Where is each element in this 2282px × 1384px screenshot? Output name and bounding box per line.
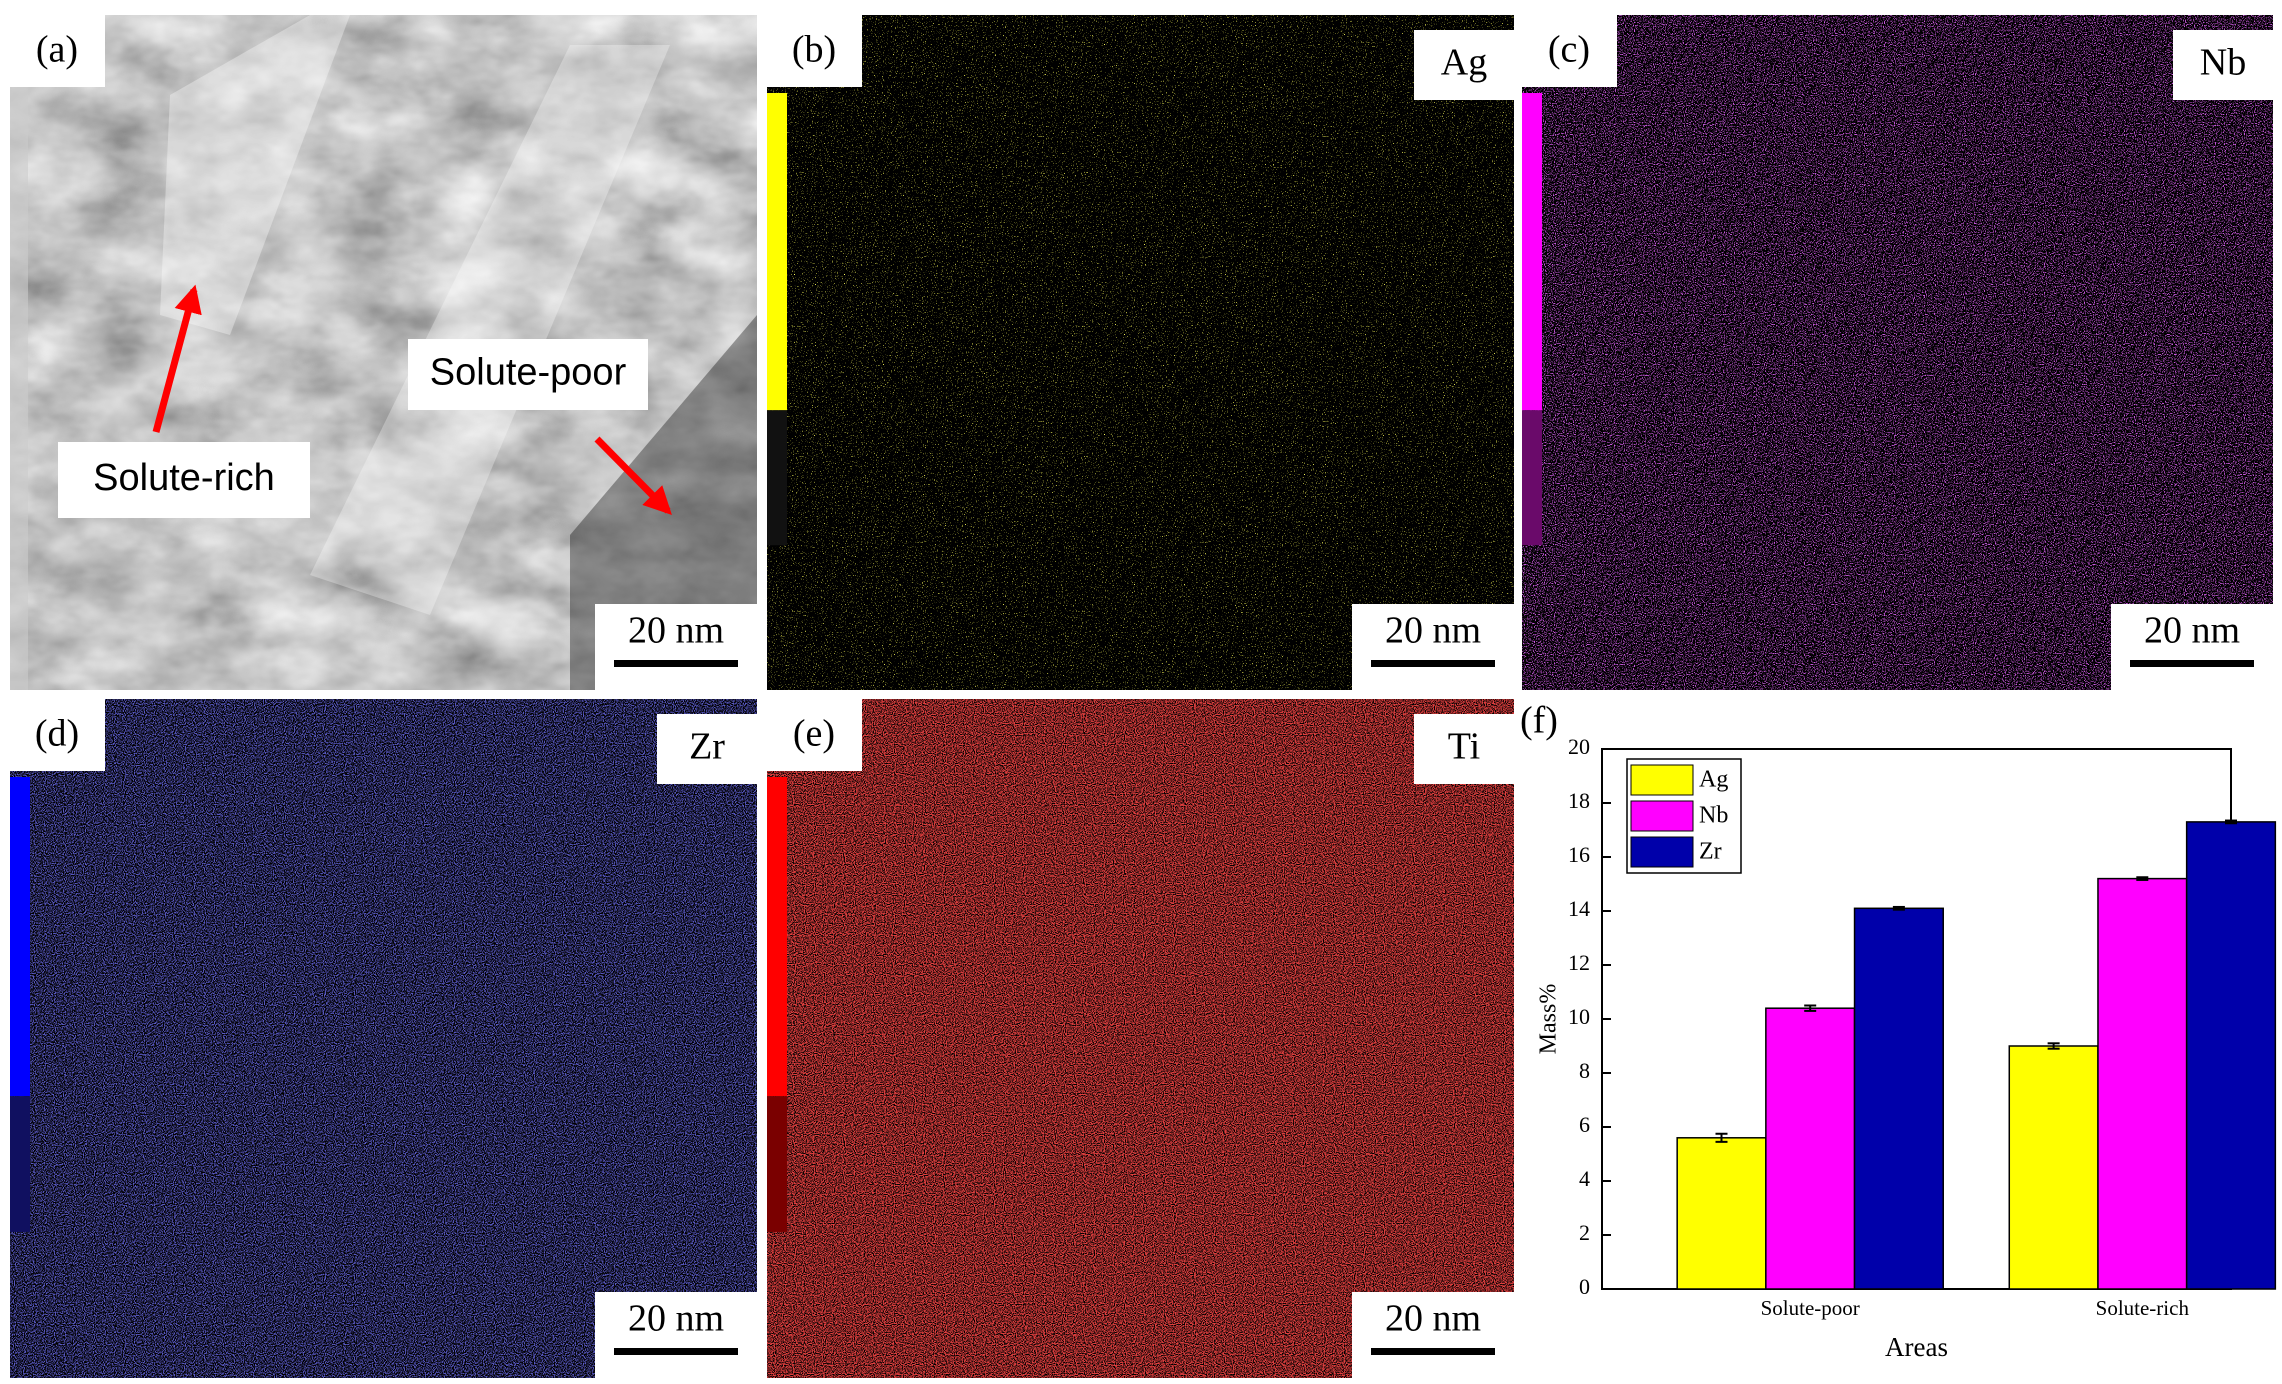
legend-label: Zr [1699, 839, 1722, 865]
image-panel: Ti (e) 20 nm [767, 699, 1514, 1378]
image-panel: Nb (c) 20 nm [1522, 15, 2273, 690]
element-box [657, 714, 757, 784]
scale-bar-label: 20 nm [1385, 610, 1481, 652]
bar [1853, 907, 1944, 1290]
y-tick-label: 0 [1579, 1274, 1590, 1299]
scale-box [595, 604, 757, 690]
scale-box [1352, 1292, 1514, 1378]
legend-swatch [1630, 836, 1694, 868]
bar [2008, 1045, 2099, 1290]
y-tick-label: 14 [1568, 896, 1590, 921]
element-box [1414, 714, 1514, 784]
image-panel: Zr (d) 20 nm [10, 699, 757, 1378]
panel-label: (f) [1520, 700, 1558, 742]
scale-box [1352, 604, 1514, 690]
legend-swatch [1630, 764, 1694, 796]
element-label: Ag [1441, 42, 1487, 84]
legend-label: Ag [1699, 767, 1728, 793]
scale-bar-label: 20 nm [1385, 1298, 1481, 1340]
bar [1676, 1137, 1767, 1290]
label-box [767, 699, 862, 771]
scale-bar [1371, 1348, 1495, 1355]
scale-bar [1371, 660, 1495, 667]
arrow [594, 436, 672, 515]
label-box [10, 15, 105, 87]
color-stripe-dark [10, 1096, 30, 1232]
legend-label: Nb [1699, 803, 1728, 829]
color-stripe [10, 777, 30, 1097]
arrow [152, 284, 202, 433]
bar [1765, 1007, 1856, 1290]
element-label: Ti [1448, 726, 1480, 768]
y-tick-label: 6 [1579, 1112, 1590, 1137]
eds-dots [767, 15, 1514, 690]
panel-label: (c) [1548, 29, 1590, 71]
annotation-box [408, 339, 648, 410]
image-panel: Solute-poor Solute-rich (a) 20 nm [10, 15, 757, 690]
bar [2097, 877, 2188, 1290]
panel-label: (e) [793, 713, 835, 755]
scale-bar [614, 660, 738, 667]
scale-box [2111, 604, 2273, 690]
x-axis-label: Areas [1885, 1332, 1948, 1362]
scale-bar [2130, 660, 2254, 667]
scale-bar [614, 1348, 738, 1355]
y-tick-label: 8 [1579, 1058, 1590, 1083]
scale-bar-label: 20 nm [628, 1298, 724, 1340]
element-label: Nb [2200, 42, 2246, 84]
color-stripe-dark [1522, 410, 1542, 546]
annotation: Solute-rich [93, 457, 275, 499]
label-box [10, 699, 105, 771]
color-stripe [767, 93, 787, 411]
annotation: Solute-poor [430, 352, 627, 394]
light-band [310, 45, 670, 615]
scale-bar-label: 20 nm [2144, 610, 2240, 652]
y-tick-label: 20 [1568, 734, 1590, 759]
annotation-box [58, 442, 310, 518]
panel-label: (d) [35, 713, 79, 755]
left-gradient [10, 15, 28, 690]
eds-dots [1522, 15, 2273, 690]
element-box [1414, 30, 1514, 100]
label-box [1522, 15, 1617, 87]
y-tick-label: 18 [1568, 788, 1590, 813]
color-stripe-dark [767, 1096, 787, 1232]
y-tick-label: 4 [1579, 1166, 1590, 1191]
element-box [2173, 30, 2273, 100]
eds-dots [10, 699, 757, 1378]
legend-swatch [1630, 800, 1694, 832]
panel-label: (a) [36, 29, 78, 71]
color-stripe-dark [767, 410, 787, 546]
panel-label: (b) [792, 29, 836, 71]
y-tick-label: 2 [1579, 1220, 1590, 1245]
color-stripe [767, 777, 787, 1097]
y-tick-label: 12 [1568, 950, 1590, 975]
y-tick-label: 16 [1568, 842, 1590, 867]
bar [2185, 821, 2277, 1290]
x-tick-label: Solute-rich [2096, 1296, 2190, 1320]
label-box [767, 15, 862, 87]
element-label: Zr [689, 726, 725, 768]
light-band [160, 15, 350, 335]
x-tick-label: Solute-poor [1761, 1296, 1860, 1320]
eds-dots [767, 699, 1514, 1378]
scale-bar-label: 20 nm [628, 610, 724, 652]
y-axis-label: Mass% [1536, 984, 1562, 1055]
color-stripe [1522, 93, 1542, 411]
y-tick-label: 10 [1568, 1004, 1590, 1029]
scale-box [595, 1292, 757, 1378]
image-panel: Ag (b) 20 nm [767, 15, 1514, 690]
